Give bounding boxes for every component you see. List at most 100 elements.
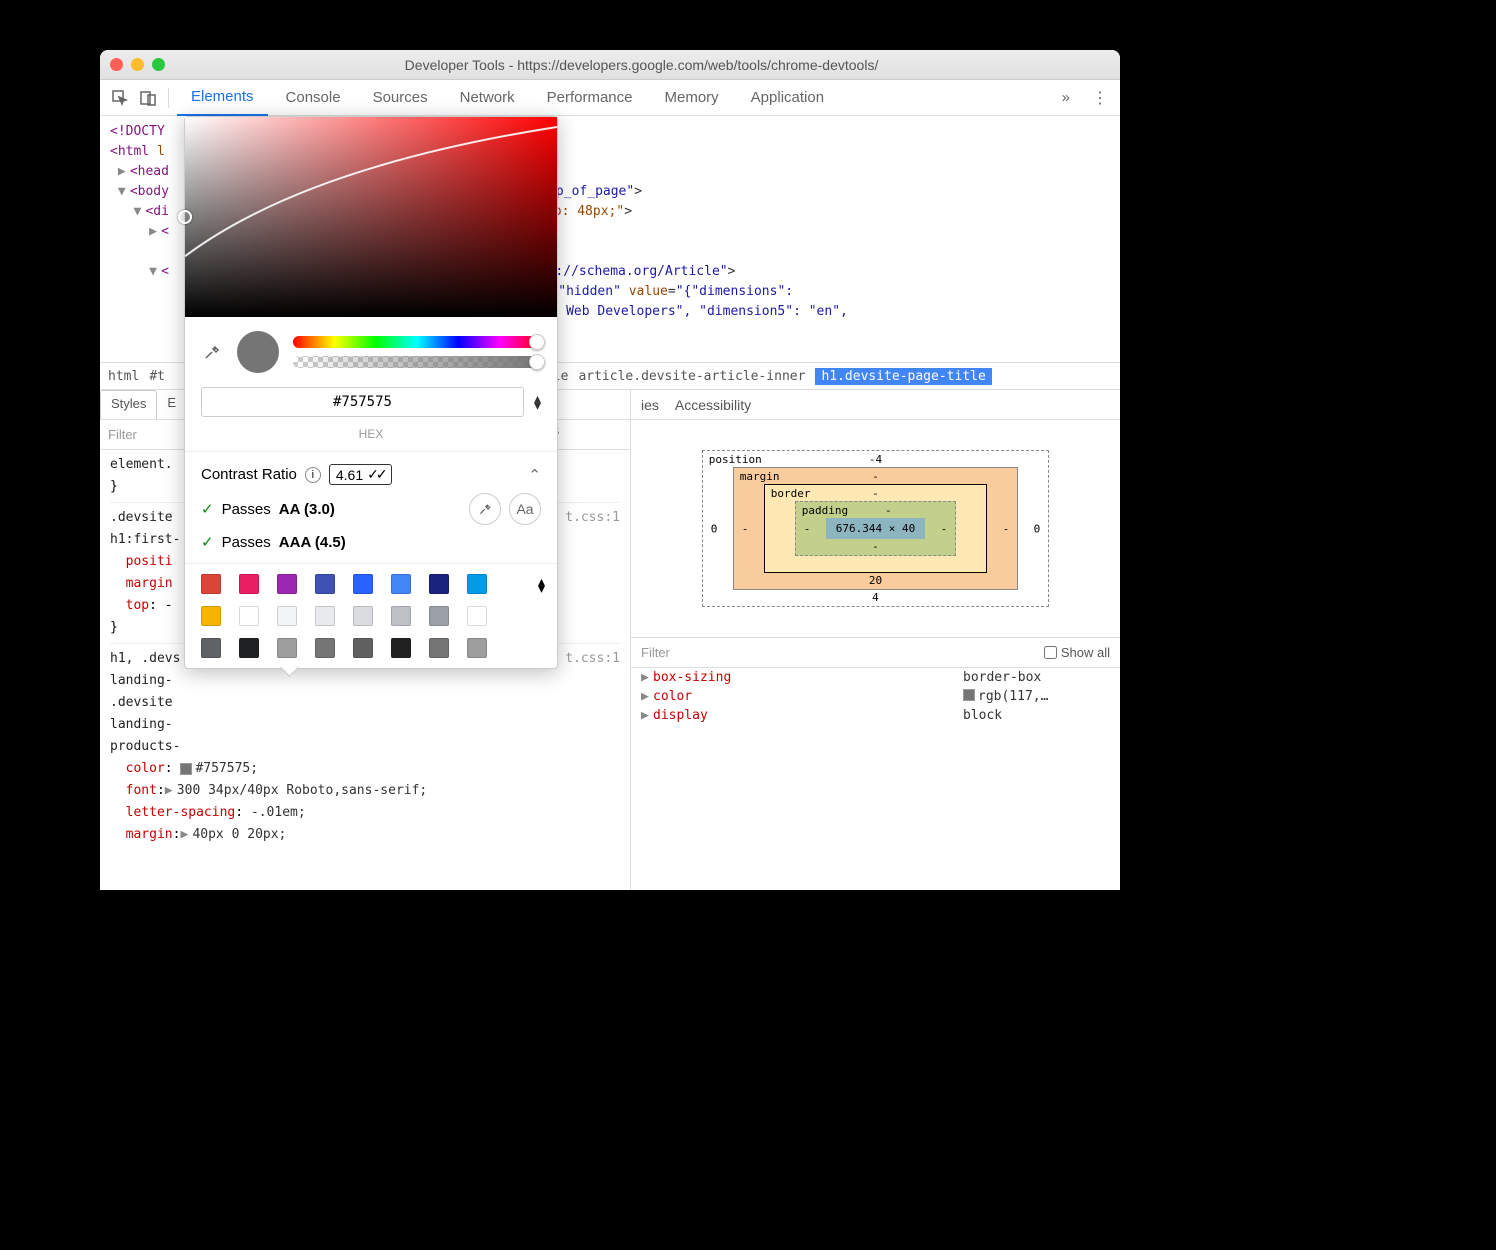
- palette-swatch[interactable]: [353, 606, 373, 626]
- bm-padding-label: padding: [802, 504, 848, 517]
- palette-swatch[interactable]: [353, 638, 373, 658]
- crumb-html[interactable]: html: [108, 369, 139, 384]
- rule-selector: .devsite: [110, 510, 173, 525]
- toggle-aa-icon[interactable]: Aa: [509, 493, 541, 525]
- palette-swatch[interactable]: [277, 606, 297, 626]
- palette-swatch[interactable]: [239, 574, 259, 594]
- palette-swatch[interactable]: [467, 606, 487, 626]
- css-value[interactable]: 40px 0 20px;: [192, 827, 286, 842]
- computed-row[interactable]: ▶box-sizingborder-box: [631, 668, 1120, 687]
- gradient-cursor[interactable]: [178, 210, 192, 224]
- css-value[interactable]: 300 34px/40px Roboto,sans-serif;: [177, 783, 427, 798]
- css-value[interactable]: -.01em;: [251, 805, 306, 820]
- tabs-overflow-icon[interactable]: »: [1048, 80, 1084, 116]
- titlebar: Developer Tools - https://developers.goo…: [100, 50, 1120, 80]
- color-gradient[interactable]: [185, 117, 557, 317]
- source-link[interactable]: t.css:1: [565, 507, 620, 529]
- palette-swatch[interactable]: [391, 606, 411, 626]
- palette-swatch[interactable]: [277, 574, 297, 594]
- palette-swatch[interactable]: [201, 574, 221, 594]
- tab-accessibility[interactable]: Accessibility: [675, 397, 751, 413]
- palette-swatch[interactable]: [391, 638, 411, 658]
- contrast-ratio-value: 4.61 ✓✓: [329, 464, 392, 485]
- rule-selector: products-: [110, 739, 180, 754]
- palette-swatch[interactable]: [277, 638, 297, 658]
- inspect-icon[interactable]: [108, 86, 132, 110]
- rule-selector: h1, .devs: [110, 651, 180, 666]
- minimize-button[interactable]: [131, 58, 144, 71]
- show-all-toggle[interactable]: Show all: [1044, 645, 1110, 660]
- hex-label: HEX: [185, 427, 557, 451]
- palette-swatch[interactable]: [201, 638, 221, 658]
- filter-label[interactable]: Filter: [641, 645, 670, 660]
- pane-tab-styles[interactable]: Styles: [100, 390, 157, 419]
- tab-network[interactable]: Network: [446, 80, 529, 116]
- hue-thumb[interactable]: [529, 334, 545, 350]
- tab-application[interactable]: Application: [737, 80, 838, 116]
- rule-selector: h1:first-: [110, 532, 180, 547]
- bm-margin-label: margin: [740, 470, 780, 483]
- palette-swatch[interactable]: [429, 574, 449, 594]
- alpha-slider[interactable]: [293, 356, 541, 368]
- computed-row[interactable]: ▶colorrgb(117,…: [631, 687, 1120, 706]
- palette-swatch[interactable]: [201, 606, 221, 626]
- show-all-checkbox[interactable]: [1044, 646, 1057, 659]
- crumb-selected[interactable]: h1.devsite-page-title: [815, 368, 991, 385]
- palette-swatch[interactable]: [315, 606, 335, 626]
- computed-row[interactable]: ▶displayblock: [631, 706, 1120, 725]
- tab-console[interactable]: Console: [272, 80, 355, 116]
- box-model[interactable]: position -4 4 0 0 margin - 20 - - border…: [631, 420, 1120, 637]
- contrast-collapse-icon[interactable]: ⌃: [528, 466, 541, 484]
- hex-input[interactable]: [201, 387, 524, 417]
- rule-selector: landing-: [110, 717, 173, 732]
- bm-value: -: [804, 522, 811, 535]
- pane-tab-e[interactable]: E: [157, 390, 186, 419]
- palette-swatch[interactable]: [315, 638, 335, 658]
- more-icon[interactable]: ⋮: [1088, 86, 1112, 110]
- rule-selector: element.: [110, 457, 173, 472]
- pick-bg-eyedropper[interactable]: [469, 493, 501, 525]
- tab-properties[interactable]: ies: [641, 397, 659, 413]
- palette-swatch[interactable]: [467, 574, 487, 594]
- color-picker: ▴▾ HEX Contrast Ratio i 4.61 ✓✓ ⌃ ✓ Pass…: [184, 116, 558, 669]
- alpha-thumb[interactable]: [529, 354, 545, 370]
- palette-swatch[interactable]: [391, 574, 411, 594]
- zoom-button[interactable]: [152, 58, 165, 71]
- palette-switcher[interactable]: ▴▾: [538, 578, 545, 592]
- hue-slider[interactable]: [293, 336, 541, 348]
- filter-label[interactable]: Filter: [108, 427, 137, 442]
- bm-value: -: [941, 522, 948, 535]
- current-color-swatch: [237, 331, 279, 373]
- palette-swatch[interactable]: [239, 606, 259, 626]
- device-toggle-icon[interactable]: [136, 86, 160, 110]
- palette-swatch[interactable]: [429, 638, 449, 658]
- palette-swatch[interactable]: [429, 606, 449, 626]
- eyedropper-icon[interactable]: [201, 341, 223, 363]
- format-switcher[interactable]: ▴▾: [534, 395, 541, 409]
- close-button[interactable]: [110, 58, 123, 71]
- source-link[interactable]: t.css:1: [565, 648, 620, 670]
- check-icon: ✓: [201, 533, 214, 551]
- palette-swatch[interactable]: [353, 574, 373, 594]
- tab-sources[interactable]: Sources: [359, 80, 442, 116]
- bm-position-label: position: [709, 453, 762, 466]
- color-swatch-icon[interactable]: [180, 763, 192, 775]
- hex-row: ▴▾: [185, 387, 557, 427]
- tab-performance[interactable]: Performance: [533, 80, 647, 116]
- tab-elements[interactable]: Elements: [177, 80, 268, 116]
- crumb-article[interactable]: article.devsite-article-inner: [578, 369, 805, 384]
- palette-swatch[interactable]: [315, 574, 335, 594]
- info-icon[interactable]: i: [305, 467, 321, 483]
- css-value[interactable]: #757575;: [195, 761, 258, 776]
- computed-list: Filter Show all ▶box-sizingborder-box ▶c…: [631, 637, 1120, 725]
- window-title: Developer Tools - https://developers.goo…: [173, 57, 1110, 73]
- crumb-item[interactable]: #t: [149, 369, 165, 384]
- color-swatch-icon: [963, 689, 975, 701]
- palette-swatch[interactable]: [239, 638, 259, 658]
- bm-value: -: [872, 487, 879, 500]
- palette-swatch[interactable]: [467, 638, 487, 658]
- bm-value: 4: [872, 591, 879, 604]
- main-toolbar: Elements Console Sources Network Perform…: [100, 80, 1120, 116]
- tab-memory[interactable]: Memory: [651, 80, 733, 116]
- computed-panel: ies Accessibility position -4 4 0 0 marg…: [630, 390, 1120, 890]
